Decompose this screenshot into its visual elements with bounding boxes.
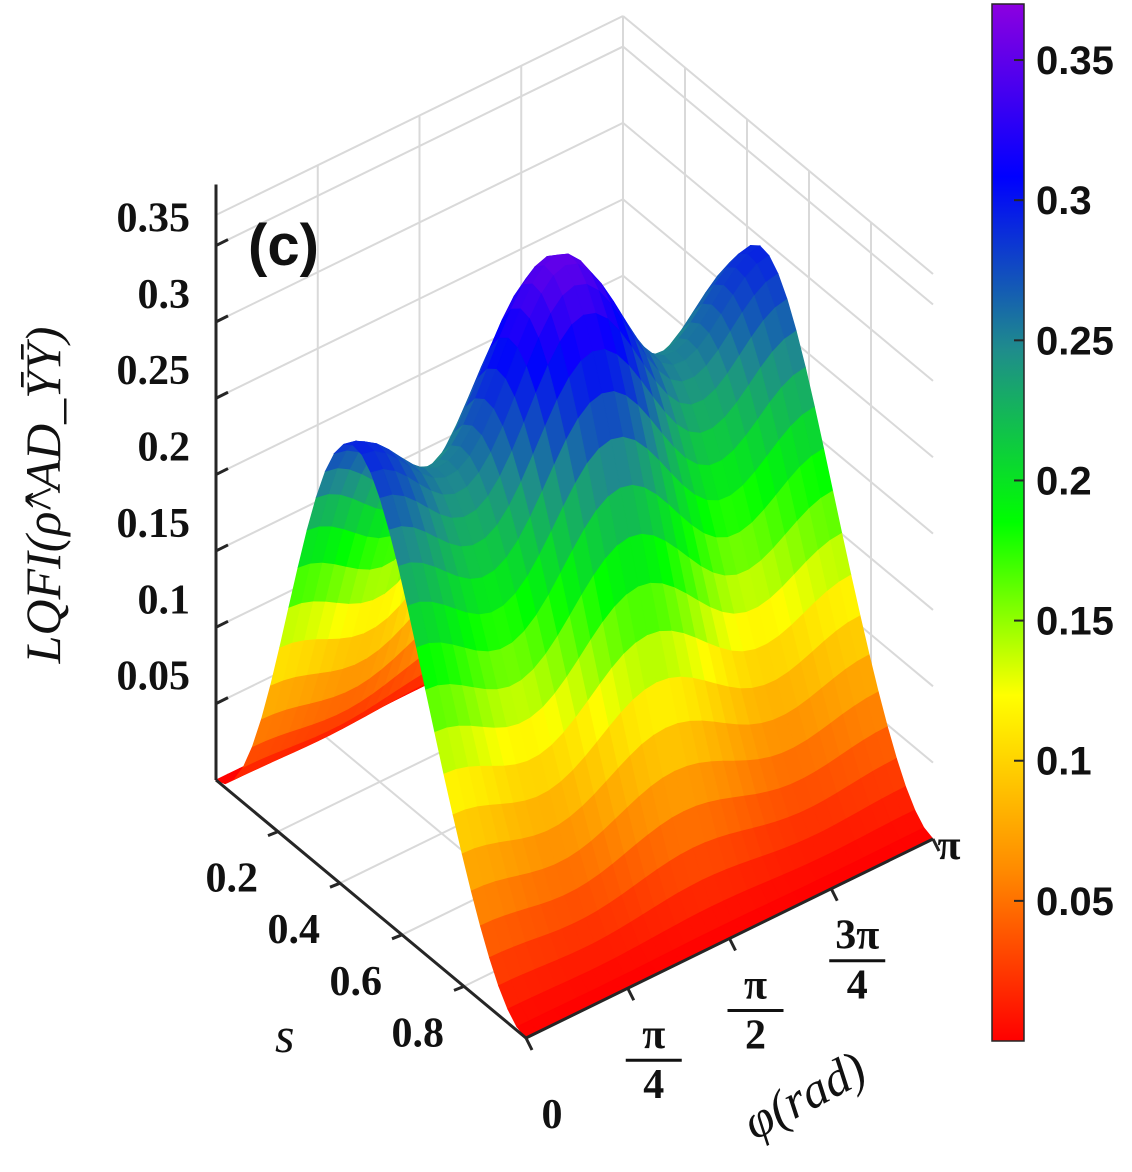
panel-label: (c) — [248, 213, 319, 278]
z-tick-label: 0.1 — [138, 577, 191, 623]
z-axis-label: LQFI(ρ̂^AD_ȲȲ) — [15, 327, 71, 665]
z-tick-mark — [215, 390, 229, 400]
s-tick-mark — [453, 985, 465, 992]
grid-line-z-right — [622, 45, 934, 306]
colorbar-tick-label: 0.25 — [1036, 319, 1114, 363]
s-tick-mark — [391, 933, 403, 941]
z-tick-label: 0.2 — [138, 425, 191, 471]
surface-mesh — [215, 244, 934, 1039]
z-tick-mark — [215, 543, 229, 553]
phi-tick-mark — [931, 838, 941, 852]
s-tick-mark — [267, 830, 279, 837]
z-tick-label: 0.3 — [138, 272, 191, 318]
s-axis-label: s — [275, 1007, 294, 1063]
s-axis-ticks: 0.20.40.60.8 — [206, 830, 465, 1056]
colorbar-tick-label: 0.05 — [1036, 880, 1114, 924]
s-tick-label: 0.6 — [330, 959, 383, 1005]
z-tick-mark — [215, 467, 229, 476]
colorbar-tick-label: 0.1 — [1036, 740, 1092, 784]
phi-tick-mark — [626, 987, 636, 1001]
s-tick-label: 0.4 — [268, 907, 321, 953]
colorbar-tick-label: 0.3 — [1036, 179, 1092, 223]
phi-tick-numerator: π — [744, 962, 767, 1008]
z-tick-label: 0.25 — [117, 348, 191, 394]
colorbar-ticks: 0.05 0.1 0.15 0.2 0.25 0.3 0.35 — [1014, 39, 1114, 924]
z-tick-mark — [215, 314, 229, 324]
phi-tick-label: π — [937, 823, 960, 869]
colorbar-bar — [991, 3, 1025, 1042]
s-tick-label: 0.8 — [392, 1010, 445, 1056]
s-tick-mark — [329, 881, 341, 889]
phi-tick-mark — [524, 1037, 534, 1051]
colorbar-tick-label: 0.2 — [1036, 459, 1092, 503]
phi-tick-denominator: 2 — [745, 1012, 766, 1058]
phi-tick-denominator: 4 — [643, 1062, 664, 1108]
grid-line-z-right — [622, 122, 934, 382]
phi-tick-label: 0 — [542, 1092, 563, 1138]
s-axis-line — [215, 778, 527, 1040]
grid-line-z-right — [622, 15, 934, 275]
phi-tick-mark — [728, 937, 737, 952]
z-axis-ticks: 0.05 0.1 0.15 0.2 0.25 0.3 0.35 — [117, 196, 229, 705]
phi-tick-denominator: 4 — [847, 963, 868, 1009]
s-tick-label: 0.2 — [206, 856, 259, 902]
colorbar-tick-label: 0.35 — [1036, 39, 1114, 83]
colorbar: 0.05 0.1 0.15 0.2 0.25 0.3 0.35 — [991, 3, 1114, 1042]
z-tick-label: 0.15 — [117, 501, 191, 547]
z-tick-mark — [215, 619, 229, 629]
phi-tick-numerator: π — [642, 1012, 665, 1058]
colorbar-tick-label: 0.15 — [1036, 600, 1114, 644]
z-tick-mark — [215, 696, 229, 705]
z-tick-mark — [215, 238, 229, 247]
phi-tick-numerator: 3π — [835, 913, 879, 959]
z-tick-label: 0.35 — [117, 196, 191, 242]
phi-tick-mark — [829, 888, 839, 902]
z-tick-label: 0.05 — [117, 654, 191, 700]
